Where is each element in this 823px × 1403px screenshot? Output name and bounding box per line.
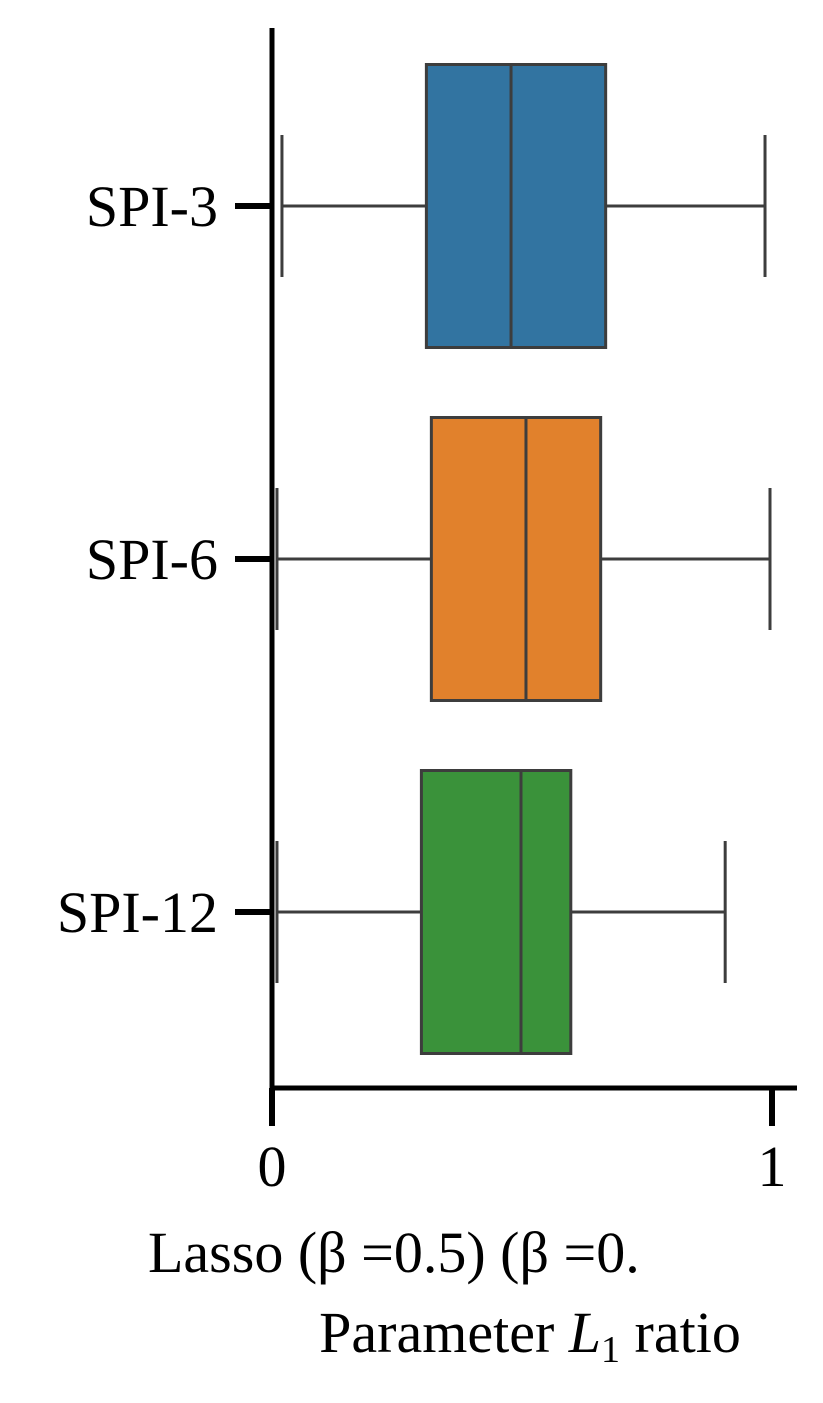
x-axis-label-line2: Parameter L1 ratio <box>319 1300 741 1371</box>
boxes-layer <box>275 63 772 1055</box>
ticks-layer: SPI-3 SPI-6 SPI-12 0 1 <box>57 174 787 1199</box>
x-tick-label-1: 1 <box>758 1134 787 1199</box>
box-group-spi-12 <box>275 769 727 1055</box>
x-tick-label-0: 0 <box>258 1134 287 1199</box>
box-spi-12 <box>419 769 573 1055</box>
box-spi-3 <box>424 63 608 349</box>
y-tick-label-spi-6: SPI-6 <box>86 527 218 592</box>
box-spi-6 <box>429 416 603 702</box>
box-group-spi-6 <box>275 416 772 702</box>
labels-layer: Lasso (β =0.5) (β =0. Parameter L1 ratio <box>148 1220 741 1371</box>
x-axis-label-line1: Lasso (β =0.5) (β =0. <box>148 1220 640 1285</box>
y-tick-label-spi-3: SPI-3 <box>86 174 218 239</box>
y-tick-label-spi-12: SPI-12 <box>57 880 218 945</box>
box-group-spi-3 <box>280 63 767 349</box>
